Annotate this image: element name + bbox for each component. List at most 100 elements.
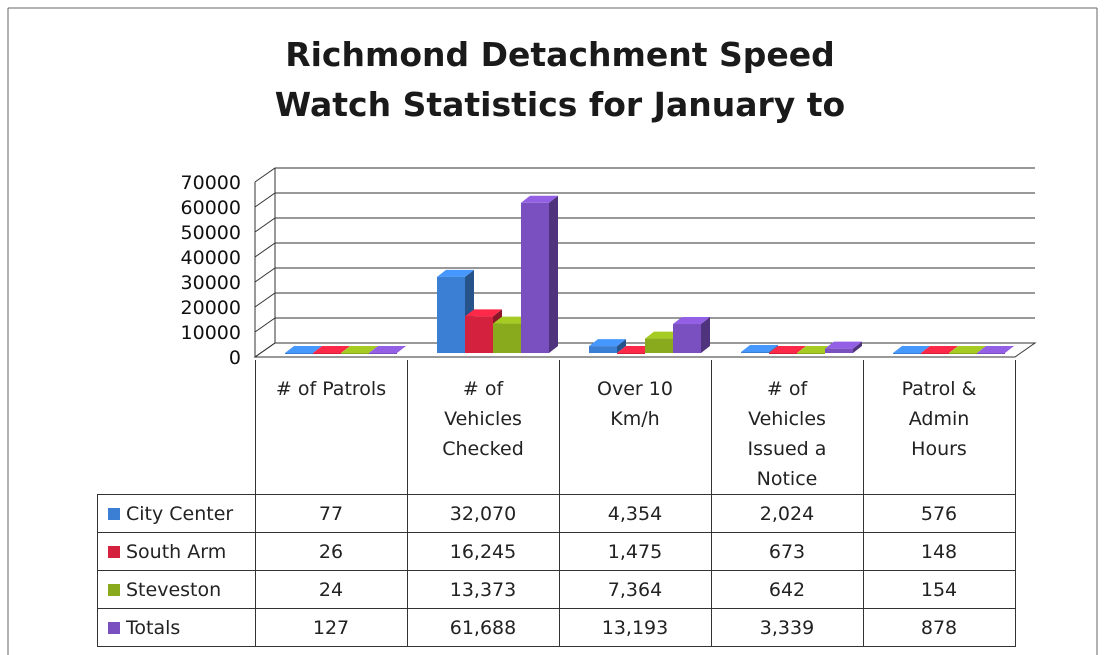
y-tick-label: 40000 (181, 247, 241, 269)
bar-top (465, 309, 502, 317)
bar (465, 316, 493, 353)
legend-cell: South Arm (97, 532, 256, 571)
legend-label: Steveston (126, 578, 222, 601)
bar-side (701, 317, 710, 353)
category-cell: # of Vehicles Checked (406, 360, 560, 495)
legend-swatch (108, 508, 120, 520)
table-row: South Arm 26 16,245 1,475 673 148 (97, 532, 1016, 571)
bar (341, 353, 369, 354)
value-cell: 13,193 (558, 608, 712, 647)
bar-top (617, 346, 654, 353)
table-row: Totals 127 61,688 13,193 3,339 878 (97, 608, 1016, 647)
bar-side (853, 341, 862, 353)
value-cell: 878 (862, 608, 1016, 647)
bar (825, 348, 853, 353)
bar-top (589, 339, 626, 347)
x-tick-label: # of Vehicles Issued a Notice (747, 378, 827, 490)
category-cell: # of Vehicles Issued a Notice (710, 360, 864, 495)
value-cell: 32,070 (406, 494, 560, 533)
bar-top (673, 317, 710, 325)
bar-top (741, 344, 778, 352)
grid-line (254, 317, 1035, 333)
bar-top (769, 346, 806, 353)
y-tick-label: 50000 (181, 222, 241, 244)
value-cell: 26 (254, 532, 408, 571)
bar (673, 324, 701, 353)
value-cell: 3,339 (710, 608, 864, 647)
bar (797, 353, 825, 354)
legend-cell: Totals (97, 608, 256, 647)
bar-top (921, 346, 958, 353)
bar (921, 353, 949, 354)
bar-top (313, 346, 350, 353)
bar (977, 353, 1005, 354)
legend-label: Totals (126, 616, 181, 639)
bar-top (825, 341, 862, 349)
grid-line (254, 167, 1035, 183)
category-cell: Patrol & Admin Hours (862, 360, 1016, 495)
bar-side (769, 344, 778, 353)
value-cell: 77 (254, 494, 408, 533)
bar-top (437, 269, 474, 277)
y-tick-label: 70000 (181, 172, 241, 194)
bar-top (369, 346, 406, 353)
value-cell: 673 (710, 532, 864, 571)
value-cell: 2,024 (710, 494, 864, 533)
bar-top (893, 346, 930, 353)
value-cell: 13,373 (406, 570, 560, 609)
x-tick-label: # of Patrols (275, 378, 387, 400)
title-box: Richmond Detachment Speed Watch Statisti… (274, 35, 846, 140)
table-row: City Center 77 32,070 4,354 2,024 576 (97, 494, 1016, 533)
legend-cell: Steveston (97, 570, 256, 609)
bar-top (493, 316, 530, 324)
bar-top (977, 346, 1014, 353)
table-row: Steveston 24 13,373 7,364 642 154 (97, 570, 1016, 609)
corner-cell (97, 360, 256, 495)
grid-line (254, 292, 1035, 308)
bar-top (341, 346, 378, 353)
bar-top (645, 331, 682, 339)
bar-top (797, 346, 834, 353)
legend-cell: City Center (97, 494, 256, 533)
bar (437, 276, 465, 353)
bar (285, 353, 313, 354)
value-cell: 154 (862, 570, 1016, 609)
bar-side (549, 195, 558, 353)
x-tick-label: # of Vehicles Checked (442, 378, 524, 460)
value-cell: 148 (862, 532, 1016, 571)
value-cell: 7,364 (558, 570, 712, 609)
bar (589, 346, 617, 353)
header-row: # of Patrols # of Vehicles Checked Over 10… (97, 360, 1016, 495)
bar-top (949, 346, 986, 353)
grid-line (254, 267, 1035, 283)
bar-top (285, 346, 322, 353)
y-tick-label: 10000 (181, 322, 241, 344)
value-cell: 16,245 (406, 532, 560, 571)
grid-line (254, 192, 1035, 208)
value-cell: 1,475 (558, 532, 712, 571)
legend-label: City Center (126, 502, 234, 525)
y-tick-label: 20000 (181, 297, 241, 319)
bar (741, 351, 769, 353)
chart-title: Richmond Detachment Speed Watch Statisti… (274, 35, 846, 140)
grid-line (254, 342, 1035, 358)
legend-swatch (108, 622, 120, 634)
bar (617, 353, 645, 354)
legend-swatch (108, 546, 120, 558)
bar-top (521, 195, 558, 203)
value-cell: 4,354 (558, 494, 712, 533)
bar (313, 353, 341, 354)
bar (493, 323, 521, 353)
grid-line (254, 217, 1035, 233)
value-cell: 127 (254, 608, 408, 647)
bar (521, 202, 549, 353)
bar (949, 353, 977, 354)
bar-side (617, 339, 626, 353)
legend-label: South Arm (126, 540, 227, 563)
legend-swatch (108, 584, 120, 596)
x-tick-label: Patrol & Admin Hours (901, 378, 977, 460)
y-tick-label: 30000 (181, 272, 241, 294)
x-tick-label: Over 10 Km/h (597, 378, 673, 430)
data-table: # of Patrols # of Vehicles Checked Over 10… (97, 360, 1016, 647)
